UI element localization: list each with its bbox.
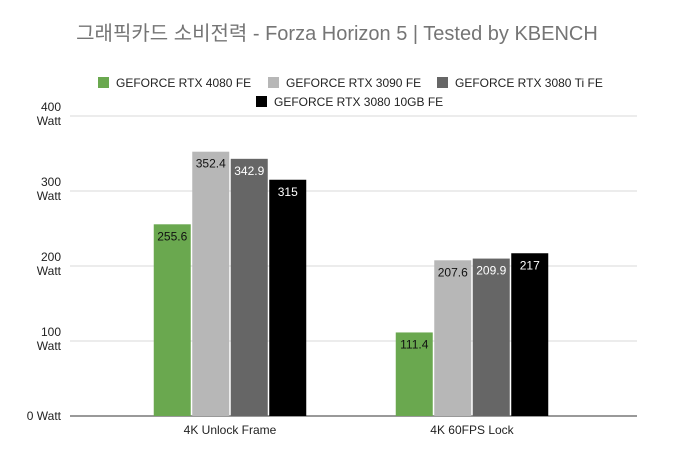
bars bbox=[153, 151, 549, 416]
data-label: 111.4 bbox=[400, 337, 429, 351]
legend-swatch bbox=[437, 77, 448, 88]
bar bbox=[472, 258, 510, 416]
data-label: 255.6 bbox=[157, 229, 187, 243]
chart-title: 그래픽카드 소비전력 - Forza Horizon 5 | Tested by… bbox=[76, 22, 598, 45]
x-axis: 4K Unlock Frame 4K 60FPS Lock bbox=[184, 423, 515, 437]
legend-label: GEFORCE RTX 3090 FE bbox=[286, 76, 421, 90]
y-tick-unit: Watt bbox=[37, 114, 62, 128]
data-label: 217 bbox=[520, 258, 540, 272]
bar bbox=[511, 253, 549, 416]
data-label: 342.9 bbox=[234, 164, 264, 178]
legend-swatch bbox=[256, 96, 267, 107]
x-tick-label: 4K 60FPS Lock bbox=[430, 423, 514, 437]
bar bbox=[192, 151, 230, 416]
data-label: 315 bbox=[278, 185, 298, 199]
y-tick-unit: Watt bbox=[37, 264, 62, 278]
y-tick-label: 300 bbox=[41, 175, 61, 189]
bar bbox=[269, 179, 307, 416]
data-label: 209.9 bbox=[476, 264, 506, 278]
data-labels: 255.6 111.4 352.4 207.6 342.9 209.9 315 217 bbox=[157, 157, 540, 352]
x-tick-label: 4K Unlock Frame bbox=[184, 423, 277, 437]
legend-label: GEFORCE RTX 3080 Ti FE bbox=[455, 76, 603, 90]
y-tick-label: 0 Watt bbox=[27, 409, 62, 423]
legend-label: GEFORCE RTX 3080 10GB FE bbox=[274, 95, 443, 109]
legend-swatch bbox=[268, 77, 279, 88]
y-tick-unit: Watt bbox=[37, 189, 62, 203]
data-label: 207.6 bbox=[438, 265, 468, 279]
legend-label: GEFORCE RTX 4080 FE bbox=[116, 76, 251, 90]
y-tick-label: 100 bbox=[41, 325, 61, 339]
y-tick-label: 400 bbox=[41, 100, 61, 114]
legend: GEFORCE RTX 4080 FE GEFORCE RTX 3090 FE GE… bbox=[98, 76, 603, 109]
legend-swatch bbox=[98, 77, 109, 88]
bar bbox=[434, 260, 472, 416]
y-tick-unit: Watt bbox=[37, 339, 62, 353]
data-label: 352.4 bbox=[196, 157, 226, 171]
bar bbox=[395, 332, 433, 416]
bar bbox=[153, 224, 191, 416]
bar bbox=[230, 158, 268, 416]
y-tick-label: 200 bbox=[41, 250, 61, 264]
